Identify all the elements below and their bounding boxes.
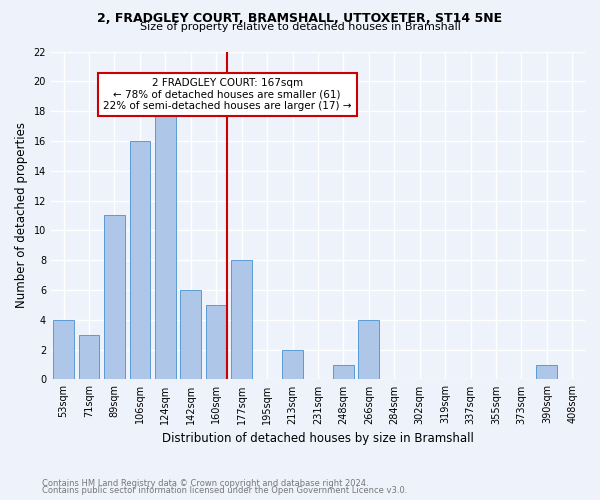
Bar <box>104 216 125 380</box>
Text: 2, FRADGLEY COURT, BRAMSHALL, UTTOXETER, ST14 5NE: 2, FRADGLEY COURT, BRAMSHALL, UTTOXETER,… <box>97 12 503 26</box>
Bar <box>79 334 100 380</box>
Bar <box>231 260 252 380</box>
Bar <box>282 350 303 380</box>
Bar <box>181 290 201 380</box>
Bar <box>536 364 557 380</box>
X-axis label: Distribution of detached houses by size in Bramshall: Distribution of detached houses by size … <box>162 432 474 445</box>
Bar <box>333 364 354 380</box>
Text: 2 FRADGLEY COURT: 167sqm
← 78% of detached houses are smaller (61)
22% of semi-d: 2 FRADGLEY COURT: 167sqm ← 78% of detach… <box>103 78 352 111</box>
Text: Contains HM Land Registry data © Crown copyright and database right 2024.: Contains HM Land Registry data © Crown c… <box>42 478 368 488</box>
Text: Size of property relative to detached houses in Bramshall: Size of property relative to detached ho… <box>140 22 460 32</box>
Text: Contains public sector information licensed under the Open Government Licence v3: Contains public sector information licen… <box>42 486 407 495</box>
Y-axis label: Number of detached properties: Number of detached properties <box>15 122 28 308</box>
Bar <box>53 320 74 380</box>
Bar <box>155 111 176 380</box>
Bar <box>206 305 227 380</box>
Bar <box>130 141 151 380</box>
Bar <box>358 320 379 380</box>
